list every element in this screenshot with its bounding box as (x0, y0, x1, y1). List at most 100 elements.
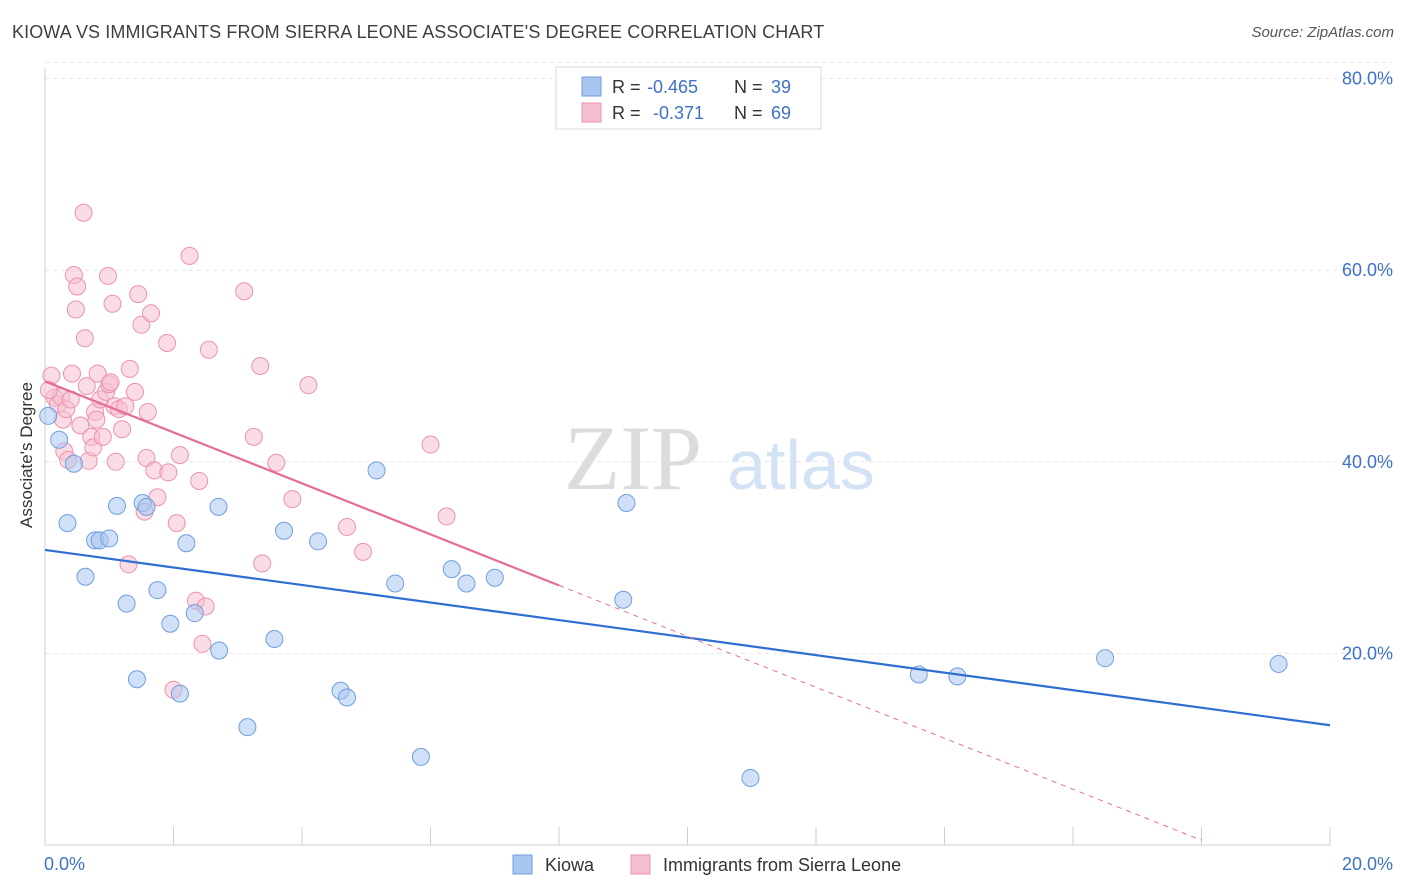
data-point-kiowa (177, 534, 196, 553)
legend-swatch-sierra-leone (630, 854, 651, 875)
data-point-sierra-leone (199, 340, 218, 359)
trend-extension-sierra-leone (558, 584, 1202, 841)
data-point-sierra-leone (66, 300, 85, 319)
series-immigrants-from-sierra-leone (39, 203, 456, 699)
data-point-kiowa (238, 718, 257, 737)
data-point-kiowa (337, 688, 356, 707)
data-point-kiowa (107, 496, 126, 515)
y-tick-labels: 20.0% 40.0% 60.0% 80.0% (1342, 69, 1393, 664)
x-tick-labels: 0.0% 20.0% (44, 854, 1393, 874)
data-point-sierra-leone (267, 453, 286, 472)
data-point-sierra-leone (251, 357, 270, 375)
data-point-kiowa (309, 532, 328, 551)
data-point-kiowa (1269, 654, 1288, 673)
y-tick-label: 80.0% (1342, 69, 1393, 89)
stats-swatch-sierra-leone (581, 102, 602, 123)
trend-line-sierra-leone (44, 380, 560, 587)
data-point-sierra-leone (129, 285, 148, 304)
data-point-sierra-leone (74, 203, 93, 222)
data-point-sierra-leone (101, 373, 120, 392)
data-point-kiowa (617, 493, 636, 512)
watermark-atlas: atlas (727, 426, 875, 504)
data-point-kiowa (275, 521, 294, 540)
gridlines (45, 61, 1392, 654)
data-point-kiowa (1096, 649, 1115, 668)
data-point-sierra-leone (138, 402, 157, 421)
data-point-kiowa (117, 594, 136, 613)
stats-r-label-sierra-leone: R = (612, 103, 641, 123)
data-point-kiowa (170, 684, 189, 703)
data-point-sierra-leone (88, 364, 107, 383)
data-point-sierra-leone (106, 452, 125, 471)
data-point-sierra-leone (77, 377, 96, 396)
stats-n-label-kiowa: N = (734, 77, 763, 97)
series-kiowa (39, 406, 1288, 787)
data-point-kiowa (58, 514, 77, 533)
data-point-sierra-leone (180, 246, 199, 265)
data-point-kiowa (442, 560, 461, 579)
data-point-kiowa (148, 581, 167, 600)
x-tick-label: 0.0% (44, 854, 85, 874)
stats-r-value-kiowa: -0.465 (647, 77, 698, 97)
data-point-sierra-leone (142, 304, 161, 323)
data-point-kiowa (50, 430, 69, 449)
data-point-sierra-leone (132, 315, 151, 334)
legend-label-sierra-leone: Immigrants from Sierra Leone (663, 855, 901, 875)
data-point-kiowa (367, 461, 386, 480)
data-point-sierra-leone (190, 471, 209, 490)
legend: Kiowa Immigrants from Sierra Leone (512, 854, 901, 875)
data-point-sierra-leone (158, 334, 177, 353)
watermark-zip: ZIP (564, 407, 702, 509)
data-point-sierra-leone (253, 554, 272, 573)
data-point-kiowa (64, 454, 83, 473)
data-point-sierra-leone (167, 514, 186, 533)
data-point-sierra-leone (283, 490, 302, 509)
data-point-kiowa (76, 567, 95, 586)
data-point-kiowa (161, 614, 180, 633)
stats-r-label-kiowa: R = (612, 77, 641, 97)
data-point-sierra-leone (75, 329, 94, 348)
legend-label-kiowa: Kiowa (545, 855, 595, 875)
data-point-sierra-leone (68, 277, 87, 296)
data-point-sierra-leone (354, 542, 373, 561)
y-tick-label: 40.0% (1342, 452, 1393, 472)
source-label: Source: ZipAtlas.com (1251, 24, 1394, 41)
data-point-kiowa (209, 497, 228, 516)
y-tick-label: 60.0% (1342, 260, 1393, 280)
legend-swatch-kiowa (512, 854, 533, 875)
data-point-sierra-leone (71, 416, 90, 435)
data-point-kiowa (386, 574, 405, 593)
data-point-kiowa (948, 667, 967, 686)
stats-swatch-kiowa (581, 76, 602, 97)
data-point-sierra-leone (244, 427, 263, 446)
data-point-kiowa (137, 497, 156, 516)
data-point-kiowa (614, 590, 633, 609)
stats-n-value-kiowa: 39 (771, 77, 791, 97)
y-axis-label: Associate's Degree (17, 382, 36, 528)
data-point-sierra-leone (119, 555, 138, 574)
stats-n-label-sierra-leone: N = (734, 103, 763, 123)
data-point-kiowa (265, 630, 284, 649)
data-point-kiowa (210, 641, 229, 660)
data-point-kiowa (39, 406, 58, 425)
data-point-sierra-leone (421, 435, 440, 454)
data-point-kiowa (457, 574, 476, 593)
data-point-sierra-leone (235, 282, 254, 301)
data-point-kiowa (100, 529, 119, 548)
trend-line-kiowa (44, 548, 1331, 727)
chart-title: KIOWA VS IMMIGRANTS FROM SIERRA LEONE AS… (12, 22, 825, 42)
data-point-kiowa (411, 747, 430, 766)
y-tick-label: 20.0% (1342, 643, 1393, 663)
data-point-kiowa (185, 604, 204, 623)
data-point-sierra-leone (87, 410, 106, 429)
data-point-sierra-leone (103, 294, 122, 313)
trend-lines (44, 380, 1331, 841)
stats-r-value-sierra-leone: -0.371 (653, 103, 704, 123)
data-point-sierra-leone (159, 463, 178, 482)
data-point-sierra-leone (93, 427, 112, 446)
stats-box: R = -0.465 N = 39 R = -0.371 N = 69 (555, 66, 822, 130)
data-point-sierra-leone (337, 517, 356, 536)
data-point-sierra-leone (98, 266, 117, 285)
stats-n-value-sierra-leone: 69 (771, 103, 791, 123)
